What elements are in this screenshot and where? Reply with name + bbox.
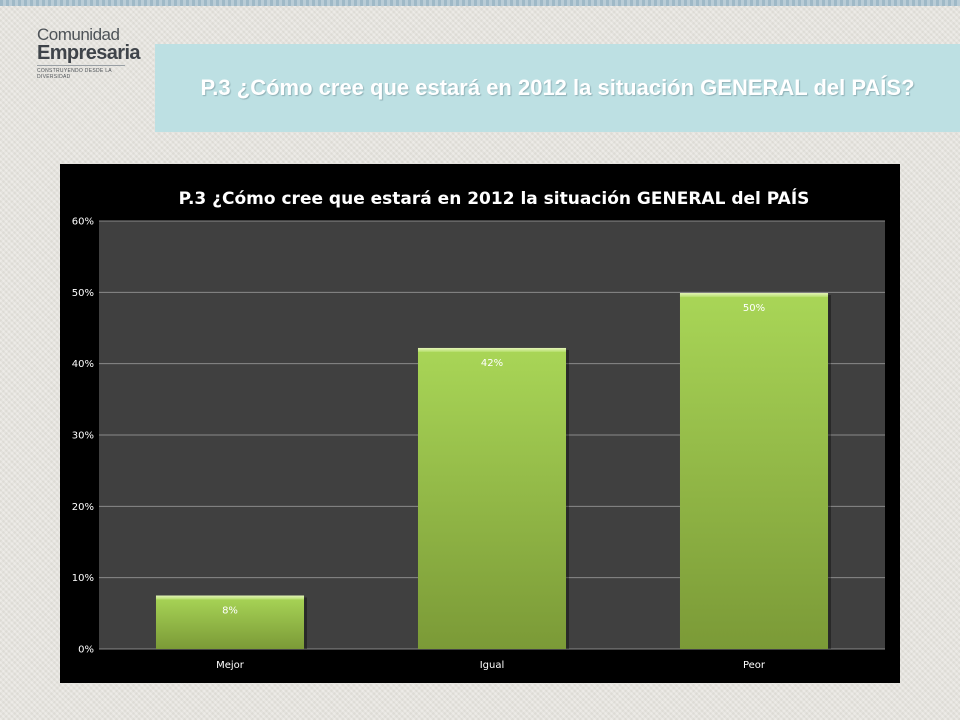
y-tick-label: 0%	[78, 645, 94, 656]
data-label: 42%	[481, 358, 503, 369]
y-axis: 0% 10% 20% 30% 40% 50% 60%	[72, 217, 94, 656]
chart-title: P.3 ¿Cómo cree que estará en 2012 la sit…	[179, 187, 810, 209]
logo-tagline: CONSTRUYENDO DESDE LA DIVERSIDAD	[37, 65, 125, 80]
bar-igual	[417, 347, 567, 649]
bar-mejor	[155, 595, 305, 649]
bar-top-bevel	[679, 293, 829, 298]
data-label: 50%	[743, 303, 765, 314]
x-axis: Mejor Igual Peor	[216, 660, 766, 671]
logo-line1: Comunidad	[37, 25, 120, 44]
bar-chart: P.3 ¿Cómo cree que estará en 2012 la sit…	[72, 187, 885, 671]
y-tick-label: 40%	[72, 359, 94, 370]
logo-line2: Empresaria	[37, 42, 141, 64]
y-tick-label: 10%	[72, 573, 94, 584]
x-tick-label: Igual	[480, 660, 505, 671]
y-tick-label: 20%	[72, 502, 94, 513]
bars: 8% 42% 50%	[155, 293, 832, 649]
slide-title: P.3 ¿Cómo cree que estará en 2012 la sit…	[200, 75, 915, 100]
data-label: 8%	[222, 606, 238, 617]
chart-container: P.3 ¿Cómo cree que estará en 2012 la sit…	[60, 164, 900, 683]
y-tick-label: 50%	[72, 288, 94, 299]
y-tick-label: 60%	[72, 217, 94, 228]
y-tick-label: 30%	[72, 431, 94, 442]
slide-title-banner: P.3 ¿Cómo cree que estará en 2012 la sit…	[155, 44, 960, 132]
company-logo: Comunidad Empresaria CONSTRUYENDO DESDE …	[37, 25, 141, 80]
x-tick-label: Peor	[743, 660, 766, 671]
bar-top-bevel	[155, 595, 305, 600]
bar-top-bevel	[417, 347, 567, 352]
x-tick-label: Mejor	[216, 660, 245, 671]
bar-peor	[679, 293, 829, 649]
top-decorative-strip	[0, 0, 960, 6]
